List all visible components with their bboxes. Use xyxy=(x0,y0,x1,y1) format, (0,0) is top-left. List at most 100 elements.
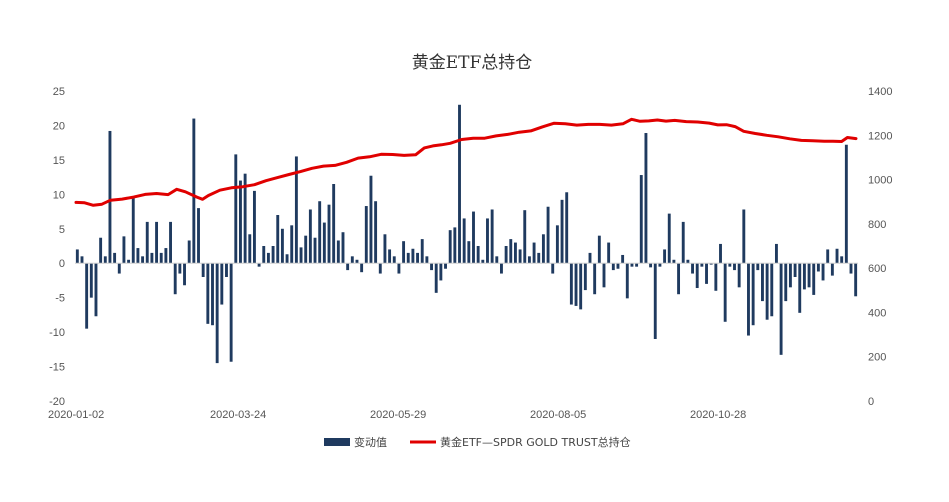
bar xyxy=(751,263,755,326)
bar xyxy=(565,192,569,264)
legend-swatch-bar xyxy=(324,438,350,446)
right-tick-label: 1000 xyxy=(868,175,892,187)
bar xyxy=(681,221,685,264)
bar xyxy=(318,201,322,264)
bar xyxy=(714,263,718,291)
bar xyxy=(523,210,527,264)
line-series xyxy=(74,117,858,207)
bar xyxy=(420,239,424,264)
left-tick-label: -15 xyxy=(49,362,65,374)
right-tick-label: 0 xyxy=(868,396,874,408)
bar xyxy=(85,263,89,329)
x-tick-label: 2020-01-02 xyxy=(48,409,104,421)
bar xyxy=(854,263,858,297)
bar xyxy=(369,175,373,264)
bar xyxy=(569,263,573,305)
bar xyxy=(709,263,713,265)
right-tick-label: 600 xyxy=(868,263,886,275)
bar xyxy=(649,263,653,268)
bar xyxy=(355,259,359,264)
bar xyxy=(197,208,200,264)
bar xyxy=(509,239,513,264)
bar xyxy=(639,175,643,264)
bar xyxy=(770,263,774,317)
bar xyxy=(784,263,788,302)
bar xyxy=(826,249,830,264)
holdings-line xyxy=(74,117,858,207)
bar xyxy=(481,259,485,264)
bar xyxy=(583,263,587,291)
bar xyxy=(434,263,438,293)
bar xyxy=(360,263,364,273)
bar xyxy=(476,246,480,264)
bar xyxy=(378,263,382,274)
bar xyxy=(761,263,764,302)
bar xyxy=(127,259,131,264)
bar xyxy=(555,225,559,264)
bar xyxy=(630,263,634,267)
left-tick-label: 15 xyxy=(53,155,65,167)
bar xyxy=(467,241,471,264)
bar xyxy=(80,256,84,264)
bar xyxy=(201,263,205,277)
bar xyxy=(700,263,704,267)
bar xyxy=(495,256,499,264)
bar xyxy=(490,209,494,264)
bar xyxy=(425,256,429,264)
bar xyxy=(849,263,853,274)
bar xyxy=(821,263,825,281)
bar xyxy=(327,204,331,264)
bar xyxy=(113,252,117,264)
bar xyxy=(444,263,447,269)
left-tick-label: 20 xyxy=(53,120,65,132)
bar xyxy=(290,225,294,264)
bar xyxy=(616,263,620,269)
bar xyxy=(593,263,597,295)
bar xyxy=(513,242,517,264)
bar xyxy=(336,240,340,264)
bar xyxy=(178,263,182,274)
bar xyxy=(99,237,103,264)
bar xyxy=(541,234,545,264)
right-tick-label: 400 xyxy=(868,307,886,319)
left-axis-ticks: -20 -15 -10 -5 0 5 10 15 20 25 xyxy=(49,86,65,408)
bar xyxy=(611,263,615,271)
bar xyxy=(229,263,233,362)
bar xyxy=(672,259,676,264)
bar xyxy=(802,263,806,290)
bar xyxy=(835,248,839,264)
bar xyxy=(150,252,154,264)
bar xyxy=(807,263,811,288)
bar xyxy=(397,263,401,274)
left-tick-label: -20 xyxy=(49,396,65,408)
bar xyxy=(695,263,699,289)
bar xyxy=(500,263,503,274)
bar xyxy=(131,197,135,264)
bar xyxy=(765,263,769,320)
bar xyxy=(313,237,317,264)
left-tick-label: -10 xyxy=(49,327,65,339)
bar xyxy=(658,263,662,267)
bar xyxy=(252,190,256,264)
bar xyxy=(94,263,98,317)
bar xyxy=(266,252,270,264)
right-tick-label: 1200 xyxy=(868,130,892,142)
bar xyxy=(294,156,298,264)
right-tick-label: 200 xyxy=(868,352,886,364)
bar xyxy=(374,201,378,264)
bar xyxy=(388,249,392,264)
bar xyxy=(211,263,214,326)
bar xyxy=(742,209,746,264)
bar xyxy=(304,235,308,264)
bar xyxy=(225,263,228,277)
bar xyxy=(406,252,410,264)
bar xyxy=(588,252,592,264)
bar xyxy=(551,263,555,274)
chart-title: 黄金ETF总持仓 xyxy=(412,53,533,73)
bar xyxy=(280,228,284,264)
bar xyxy=(155,221,159,264)
right-tick-label: 800 xyxy=(868,219,886,231)
bar xyxy=(788,263,792,288)
bar xyxy=(164,248,168,264)
bar xyxy=(644,133,648,264)
